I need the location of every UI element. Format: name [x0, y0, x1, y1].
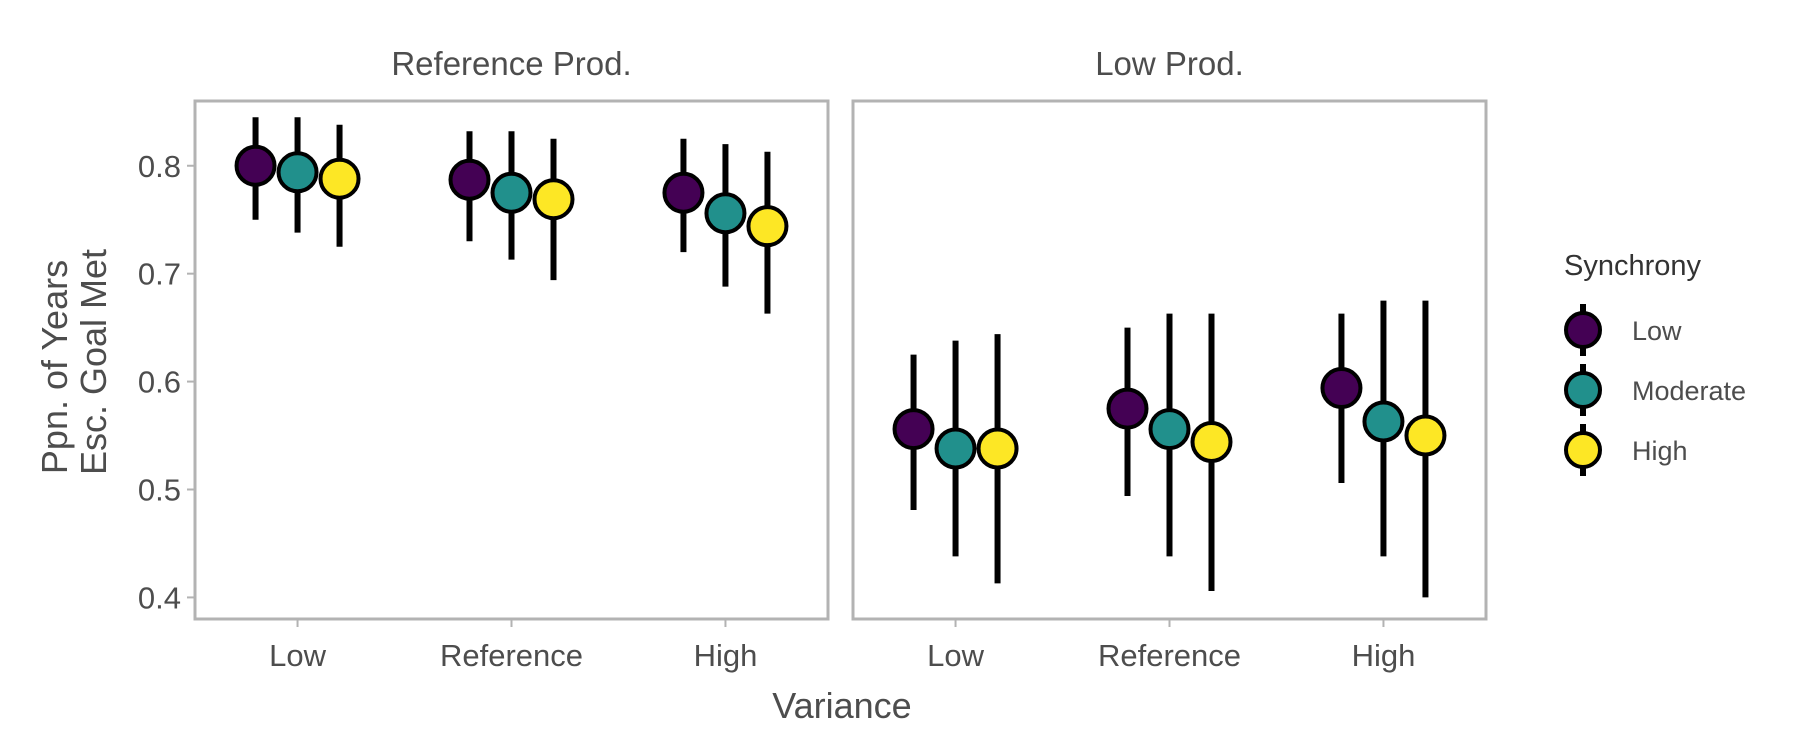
data-point — [1362, 400, 1405, 443]
x-tick-label: Low — [927, 638, 984, 673]
data-point — [276, 151, 319, 194]
x-tick-label: High — [1352, 638, 1416, 673]
panel-1: Reference Prod. — [193, 45, 830, 621]
data-point — [704, 192, 747, 235]
data-point — [490, 171, 533, 214]
data-point — [234, 144, 277, 187]
data-point — [318, 157, 361, 200]
data-point — [976, 427, 1019, 470]
panel-title: Low Prod. — [1095, 45, 1244, 82]
legend-key-point — [1564, 371, 1602, 409]
data-point — [934, 427, 977, 470]
data-point — [532, 178, 575, 221]
legend-item-low: Low — [1564, 304, 1682, 356]
legend: Synchrony Low Moderate High — [1564, 250, 1746, 476]
x-tick-label: Reference — [440, 638, 583, 673]
data-point — [662, 171, 705, 214]
data-point — [1148, 408, 1191, 451]
y-tick-label: 0.8 — [138, 149, 181, 184]
legend-title: Synchrony — [1564, 250, 1702, 282]
x-tick-label: Reference — [1098, 638, 1241, 673]
legend-key-point — [1564, 431, 1602, 469]
data-point — [746, 205, 789, 248]
y-axis-title: Ppn. of Years Esc. Goal Met — [34, 249, 114, 475]
y-tick-label: 0.4 — [138, 580, 181, 615]
panel-title: Reference Prod. — [391, 45, 631, 82]
data-point — [1404, 414, 1447, 457]
x-tick-label: High — [694, 638, 758, 673]
x-axis-title: Variance — [772, 685, 911, 726]
data-point — [448, 158, 491, 201]
y-axis-title-line-1: Ppn. of Years — [34, 260, 75, 474]
y-tick-label: 0.6 — [138, 365, 181, 400]
y-tick-label: 0.5 — [138, 473, 181, 508]
legend-key-point — [1564, 311, 1602, 349]
legend-label: High — [1632, 436, 1688, 466]
panel-2: Low Prod. — [851, 45, 1488, 621]
y-axis: 0.4 0.5 0.6 0.7 0.8 — [138, 149, 195, 615]
y-axis-title-line-2: Esc. Goal Met — [73, 249, 114, 475]
data-point — [892, 408, 935, 451]
x-tick-label: Low — [269, 638, 326, 673]
data-point — [1320, 367, 1363, 410]
data-point — [1106, 387, 1149, 430]
panels: Reference Prod. Low Prod. — [193, 45, 1488, 621]
legend-label: Moderate — [1632, 376, 1746, 406]
legend-item-high: High — [1564, 424, 1688, 476]
legend-item-moderate: Moderate — [1564, 364, 1746, 416]
x-axis: Low Reference High Low Reference High — [269, 619, 1415, 673]
y-tick-label: 0.7 — [138, 257, 181, 292]
data-point — [1190, 421, 1233, 464]
legend-label: Low — [1632, 316, 1682, 346]
